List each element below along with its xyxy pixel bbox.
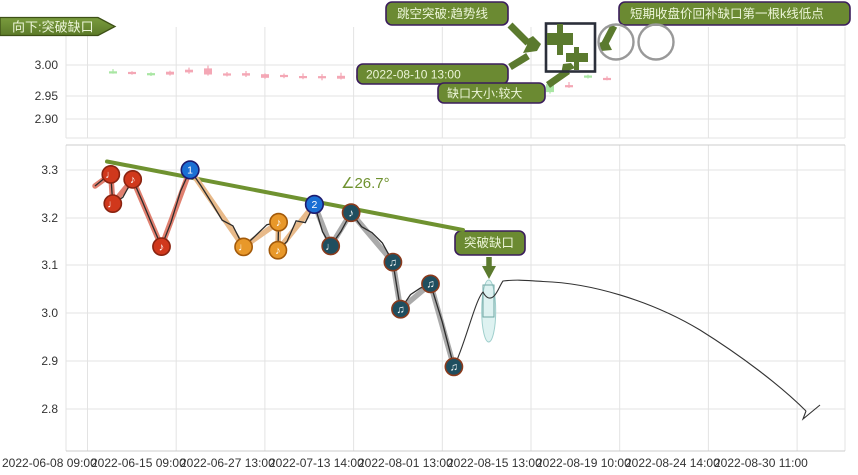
svg-text:♫: ♫ <box>396 304 404 316</box>
svg-text:♩: ♩ <box>238 242 249 254</box>
svg-text:∠26.7°: ∠26.7° <box>341 175 390 192</box>
svg-text:2022-06-08 09:00: 2022-06-08 09:00 <box>2 456 97 470</box>
svg-text:向下:突破缺口: 向下:突破缺口 <box>12 20 94 35</box>
svg-text:♩: ♩ <box>325 241 336 253</box>
svg-text:短期收盘价回补缺口第一根k线低点: 短期收盘价回补缺口第一根k线低点 <box>630 6 824 21</box>
svg-text:♫: ♫ <box>426 279 434 291</box>
svg-text:♪: ♪ <box>130 174 136 186</box>
svg-text:3.1: 3.1 <box>41 258 58 272</box>
svg-text:2.8: 2.8 <box>41 402 58 416</box>
svg-text:跳空突破:趋势线: 跳空突破:趋势线 <box>397 6 488 21</box>
svg-text:1: 1 <box>187 165 193 177</box>
svg-text:缺口大小:较大: 缺口大小:较大 <box>447 86 522 101</box>
svg-text:♫: ♫ <box>389 257 397 269</box>
svg-text:突破缺口: 突破缺口 <box>464 235 514 250</box>
svg-text:♪: ♪ <box>159 241 165 253</box>
svg-text:2022-08-10 13:00: 2022-08-10 13:00 <box>366 68 461 82</box>
svg-text:♪: ♪ <box>348 208 354 220</box>
svg-text:2.95: 2.95 <box>35 89 59 103</box>
svg-text:2022-08-24 14:00: 2022-08-24 14:00 <box>625 456 720 470</box>
svg-text:2022-08-30 11:00: 2022-08-30 11:00 <box>714 456 808 470</box>
svg-text:2.90: 2.90 <box>35 112 59 126</box>
svg-text:2: 2 <box>311 199 317 211</box>
svg-text:♩: ♩ <box>105 169 116 181</box>
svg-text:2022-07-13 14:00: 2022-07-13 14:00 <box>269 456 364 470</box>
svg-text:3.0: 3.0 <box>41 306 58 320</box>
svg-text:♫: ♫ <box>450 362 458 374</box>
svg-text:3.3: 3.3 <box>41 163 58 177</box>
svg-text:♩: ♩ <box>107 198 118 210</box>
svg-text:♪: ♪ <box>276 217 282 229</box>
svg-text:2.9: 2.9 <box>41 354 58 368</box>
svg-text:2022-08-19 10:00: 2022-08-19 10:00 <box>536 456 631 470</box>
svg-text:2022-08-01 13:00: 2022-08-01 13:00 <box>358 456 453 470</box>
svg-text:3.2: 3.2 <box>41 211 58 225</box>
svg-text:3.00: 3.00 <box>35 58 59 72</box>
svg-text:2022-06-27 13:00: 2022-06-27 13:00 <box>180 456 275 470</box>
svg-text:♪: ♪ <box>275 245 281 257</box>
svg-text:2022-08-15 13:00: 2022-08-15 13:00 <box>447 456 542 470</box>
svg-text:2022-06-15 09:00: 2022-06-15 09:00 <box>91 456 186 470</box>
